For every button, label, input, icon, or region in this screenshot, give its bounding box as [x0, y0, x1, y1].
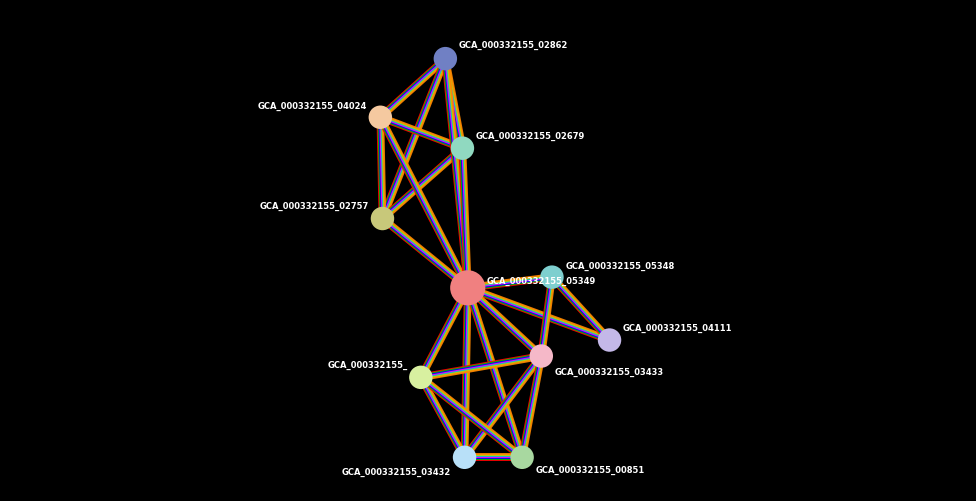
- Circle shape: [409, 366, 432, 389]
- Text: GCA_000332155_05349: GCA_000332155_05349: [487, 277, 596, 286]
- Text: GCA_000332155_02757: GCA_000332155_02757: [260, 202, 369, 211]
- Text: GCA_000332155_04024: GCA_000332155_04024: [258, 102, 367, 111]
- Text: GCA_000332155_00851: GCA_000332155_00851: [536, 466, 645, 475]
- Text: GCA_000332155_05348: GCA_000332155_05348: [565, 262, 674, 271]
- Text: GCA_000332155_04111: GCA_000332155_04111: [623, 324, 732, 333]
- Circle shape: [541, 266, 564, 289]
- Text: GCA_000332155_02862: GCA_000332155_02862: [459, 41, 568, 50]
- Circle shape: [530, 344, 553, 368]
- Circle shape: [433, 47, 457, 70]
- Circle shape: [451, 136, 474, 160]
- Text: GCA_000332155_03432: GCA_000332155_03432: [342, 467, 451, 477]
- Circle shape: [450, 270, 485, 306]
- Text: GCA_000332155_: GCA_000332155_: [327, 361, 408, 370]
- Text: GCA_000332155_02679: GCA_000332155_02679: [475, 132, 585, 141]
- Circle shape: [510, 445, 534, 469]
- Circle shape: [453, 445, 476, 469]
- Circle shape: [369, 106, 392, 129]
- Circle shape: [597, 328, 622, 352]
- Circle shape: [371, 207, 394, 230]
- Text: GCA_000332155_03433: GCA_000332155_03433: [554, 367, 664, 377]
